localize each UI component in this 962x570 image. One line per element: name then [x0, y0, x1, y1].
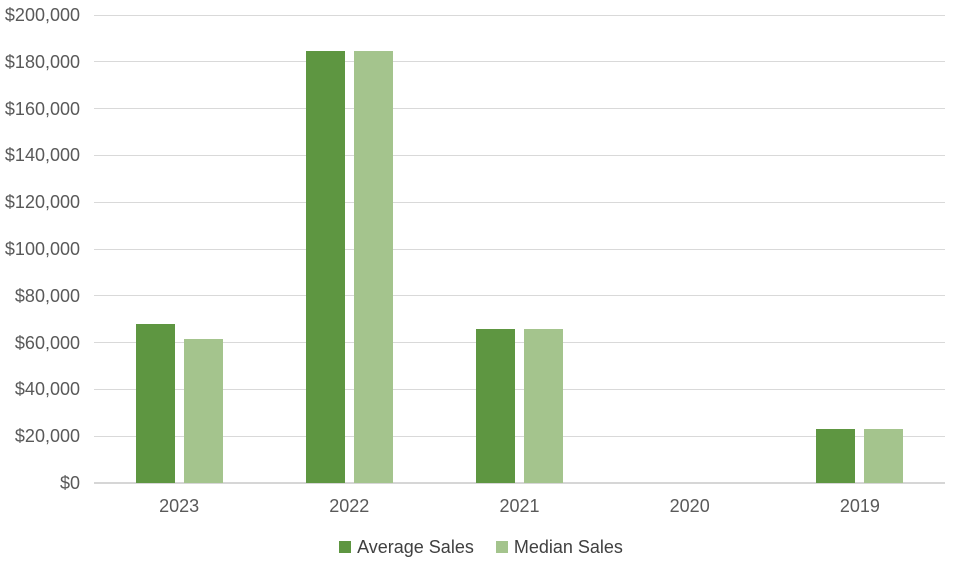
y-tick-label: $160,000	[4, 98, 80, 119]
gridline	[94, 388, 945, 390]
y-tick-label: $20,000	[14, 426, 80, 447]
chart-legend: Average Sales Median Sales	[0, 537, 962, 557]
legend-label: Median Sales	[513, 537, 623, 557]
x-tick-label-2019: 2019	[839, 496, 880, 516]
y-tick-label: $60,000	[14, 332, 80, 353]
legend-item-median-sales: Median Sales	[495, 537, 623, 557]
legend-label: Average Sales	[357, 537, 474, 557]
gridline	[94, 201, 945, 203]
gridline	[94, 154, 945, 156]
legend-item-average-sales: Average Sales	[339, 537, 474, 557]
y-tick-label: $100,000	[4, 239, 80, 259]
legend-swatch-average-sales	[339, 541, 352, 553]
x-tick-label-2022: 2022	[329, 496, 370, 516]
gridline	[94, 248, 945, 250]
bar-2021-average-sales	[476, 329, 515, 483]
bar-2019-median-sales	[864, 429, 904, 483]
y-tick-label: $40,000	[14, 379, 80, 400]
gridline	[94, 14, 945, 16]
y-tick-label: $140,000	[4, 145, 80, 166]
bar-2022-median-sales	[353, 51, 393, 483]
gridline	[94, 342, 945, 344]
gridline	[94, 61, 945, 63]
x-tick-label-2021: 2021	[499, 496, 540, 516]
bar-2019-average-sales	[816, 429, 856, 483]
y-tick-label: $180,000	[4, 51, 80, 72]
x-tick-label-2020: 2020	[669, 496, 710, 516]
y-tick-label: $80,000	[14, 285, 80, 306]
gridline	[94, 295, 945, 297]
x-axis-line	[94, 482, 945, 484]
bar-2022-average-sales	[305, 51, 345, 483]
y-tick-label: $0	[59, 473, 80, 493]
gridline	[94, 435, 945, 437]
bar-2023-average-sales	[135, 324, 175, 483]
y-tick-label: $120,000	[4, 192, 80, 213]
bar-2023-median-sales	[183, 339, 223, 483]
plot-area	[94, 14, 945, 484]
gridline	[94, 108, 945, 110]
legend-swatch-median-sales	[495, 541, 508, 553]
x-tick-label-2023: 2023	[159, 496, 200, 516]
bar-2021-median-sales	[524, 329, 563, 483]
y-tick-label: $200,000	[4, 5, 80, 25]
